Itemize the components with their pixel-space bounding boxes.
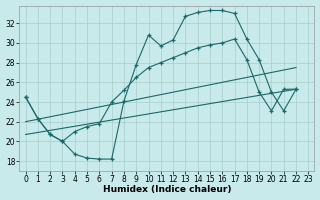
X-axis label: Humidex (Indice chaleur): Humidex (Indice chaleur): [103, 185, 231, 194]
